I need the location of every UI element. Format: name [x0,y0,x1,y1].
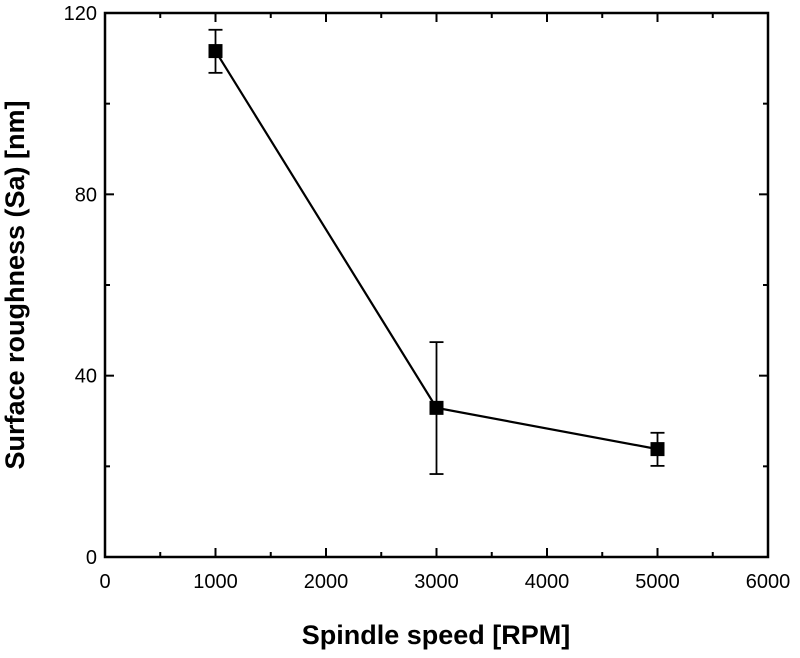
y-tick-label: 0 [86,547,97,569]
data-point [650,442,665,457]
x-tick-label: 0 [99,571,110,593]
x-tick-label: 5000 [635,571,680,593]
y-axis-label: Surface roughness (Sa) [nm] [0,100,30,469]
y-tick-label: 120 [64,3,97,25]
y-tick-label: 40 [75,366,97,388]
x-axis-label: Spindle speed [RPM] [302,620,571,650]
x-tick-label: 2000 [304,571,349,593]
axis-ticks: 0 1000 2000 3000 4000 5000 6000 0 40 80 120 [64,3,791,593]
x-tick-label: 6000 [746,571,791,593]
data-point [208,44,223,59]
x-tick-label: 4000 [525,571,570,593]
data-point [429,400,444,415]
y-tick-label: 80 [75,184,97,206]
plot-frame [103,11,770,559]
data-series [208,28,665,475]
x-tick-label: 3000 [414,571,459,593]
x-tick-label: 1000 [193,571,238,593]
